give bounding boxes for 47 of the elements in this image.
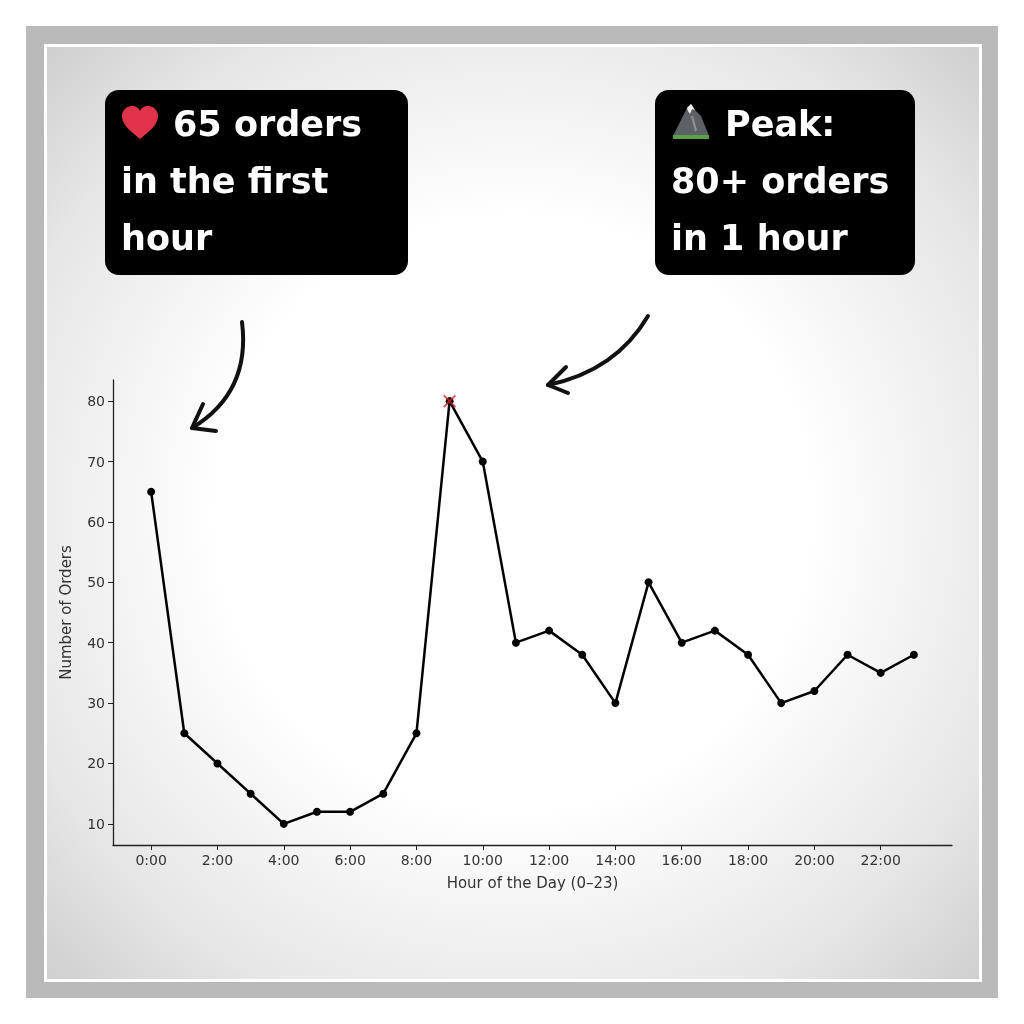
- point: [312, 807, 321, 816]
- x-tick-label: 16:00: [661, 852, 702, 868]
- point: [710, 626, 719, 635]
- text: 65 orders in the first hour: [121, 104, 363, 258]
- x-tick-label: 6:00: [334, 852, 366, 868]
- y-tick-label: 70: [87, 453, 105, 470]
- point: [677, 638, 686, 647]
- x-tick-label: 12:00: [528, 852, 570, 868]
- x-tick-label: 20:00: [794, 852, 835, 868]
- y-tick-label: 40: [87, 634, 105, 651]
- point: [578, 650, 587, 659]
- point: [611, 699, 620, 708]
- x-tick-label: 8:00: [400, 852, 433, 868]
- point: [279, 819, 288, 828]
- y-tick-label: 30: [87, 695, 105, 712]
- point: [180, 729, 189, 738]
- point: [379, 789, 388, 798]
- x-tick-label: 10:00: [462, 852, 503, 868]
- y-tick-label: 20: [87, 755, 105, 772]
- x-tick-label: 4:00: [268, 852, 300, 868]
- x-tick-label: 14:00: [595, 852, 636, 868]
- y-tick-label: 50: [87, 574, 105, 591]
- y-tick-label: 80: [87, 393, 105, 410]
- point: [213, 759, 222, 768]
- x-axis-title: Hour of the Day (0–23): [446, 873, 619, 892]
- point: [147, 487, 156, 496]
- point: [744, 650, 753, 659]
- point: [545, 626, 554, 635]
- x-tick-label: 22:00: [860, 852, 901, 868]
- y-tick-label: 10: [87, 815, 105, 832]
- x-tick-label: 18:00: [727, 852, 769, 868]
- point: [777, 699, 786, 708]
- x-tick-label: 2:00: [201, 852, 234, 868]
- point: [412, 729, 421, 738]
- y-tick-label: 60: [87, 513, 105, 530]
- point: [246, 789, 255, 798]
- point: [810, 687, 819, 695]
- x-tick-label: 0:00: [135, 852, 167, 868]
- point: [876, 668, 885, 677]
- point: [644, 578, 653, 587]
- point: [346, 807, 355, 816]
- y-axis-title: Number of Orders: [56, 544, 75, 680]
- point: [843, 650, 852, 659]
- text: Peak: 80+ orders in 1 hour: [671, 104, 890, 258]
- point: [478, 457, 487, 466]
- point: [511, 638, 520, 647]
- point: [909, 650, 918, 659]
